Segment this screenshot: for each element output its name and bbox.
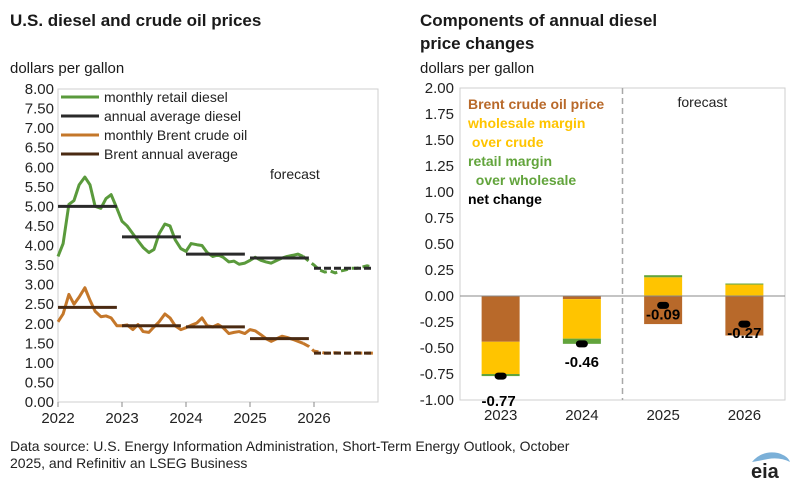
bar-segment-0	[481, 296, 520, 342]
bar-segment-0	[562, 296, 601, 300]
data-source-note: Data source: U.S. Energy Information Adm…	[10, 438, 710, 472]
bar-segment-1	[725, 284, 764, 296]
right-x-tick-label: 2024	[565, 407, 598, 424]
net-change-label: -0.09	[646, 306, 680, 323]
net-change-marker	[738, 320, 751, 328]
left-y-tick-label: 0.00	[25, 394, 54, 411]
right-y-tick-label: -0.75	[420, 366, 454, 383]
left-y-tick-label: 7.00	[25, 120, 54, 137]
right-legend-label: wholesale margin	[467, 115, 585, 131]
right-y-tick-label: -0.25	[420, 314, 454, 331]
left-legend-label: monthly Brent crude oil	[104, 127, 247, 143]
left-x-tick-label: 2026	[297, 410, 330, 427]
left-y-tick-label: 4.00	[25, 238, 54, 255]
right-y-tick-label: -0.50	[420, 340, 454, 357]
right-y-tick-label: 0.25	[425, 262, 454, 279]
left-y-tick-label: 1.00	[25, 355, 54, 372]
right-y-tick-label: 1.25	[425, 158, 454, 175]
left-plot-frame	[57, 88, 379, 403]
right-chart-title-line1: Components of annual diesel	[420, 11, 658, 30]
right-legend-label: over wholesale	[468, 172, 576, 188]
left-legend-label: annual average diesel	[104, 108, 241, 124]
left-y-tick-label: 0.50	[25, 374, 54, 391]
bar-segment-0	[644, 296, 683, 325]
right-y-tick-label: 1.50	[425, 132, 454, 149]
bar-segment-1	[562, 299, 601, 339]
left-y-tick-label: 7.50	[25, 101, 54, 118]
left-y-tick-label: 3.00	[25, 277, 54, 294]
left-legend-label: Brent annual average	[104, 146, 238, 162]
left-y-tick-label: 2.00	[25, 316, 54, 333]
right-y-tick-label: 1.00	[425, 184, 454, 201]
right-legend-label: net change	[468, 191, 542, 207]
right-y-tick-label: 1.75	[425, 106, 454, 123]
left-y-tick-label: 6.00	[25, 159, 54, 176]
net-change-marker	[575, 340, 588, 348]
right-x-tick-label: 2025	[646, 407, 679, 424]
left-y-tick-label: 2.50	[25, 296, 54, 313]
bar-segment-1	[644, 277, 683, 296]
right-y-tick-label: 0.75	[425, 210, 454, 227]
net-change-label: -0.27	[727, 325, 761, 342]
bar-segment-0	[725, 296, 764, 336]
eia-logo-text: eia	[751, 461, 780, 482]
left-x-tick-label: 2025	[233, 410, 266, 427]
left-forecast-label: forecast	[270, 166, 320, 182]
eia-logo-swoosh	[752, 452, 790, 462]
right-y-tick-label: 0.00	[425, 288, 454, 305]
left-y-tick-label: 6.50	[25, 140, 54, 157]
series-2-line-history	[56, 286, 304, 345]
right-chart-title-line2: price changes	[420, 34, 535, 53]
left-y-tick-label: 4.50	[25, 218, 54, 235]
right-chart-unit: dollars per gallon	[420, 60, 535, 77]
right-y-tick-label: 2.00	[425, 80, 454, 97]
left-chart-title: U.S. diesel and crude oil prices	[10, 11, 262, 30]
left-y-tick-label: 1.50	[25, 335, 54, 352]
left-legend-label: monthly retail diesel	[104, 89, 228, 105]
bar-segment-2	[725, 283, 764, 285]
source-line-1: Data source: U.S. Energy Information Adm…	[10, 438, 570, 454]
right-legend-label: Brent crude oil price	[468, 96, 604, 112]
bar-segment-1	[481, 341, 520, 374]
eia-logo: eia	[751, 452, 790, 482]
series-0-line-forecast	[302, 255, 374, 275]
right-y-tick-label: 0.50	[425, 236, 454, 253]
left-x-tick-label: 2023	[105, 410, 138, 427]
left-x-tick-label: 2022	[41, 410, 74, 427]
left-x-tick-label: 2024	[169, 410, 202, 427]
net-change-marker	[657, 301, 670, 309]
right-x-tick-label: 2023	[484, 407, 517, 424]
left-y-tick-label: 8.00	[25, 81, 54, 98]
bar-segment-2	[644, 275, 683, 278]
source-line-2: 2025, and Refinitiv an LSEG Business	[10, 455, 248, 471]
left-y-tick-label: 5.50	[25, 179, 54, 196]
series-0-line-history	[56, 175, 304, 266]
left-chart-unit: dollars per gallon	[10, 60, 125, 77]
right-y-tick-label: -1.00	[420, 392, 454, 409]
net-change-label: -0.46	[565, 354, 599, 371]
right-forecast-label: forecast	[678, 94, 728, 110]
net-change-marker	[494, 372, 507, 380]
net-change-label: -0.77	[482, 393, 516, 410]
right-x-tick-label: 2026	[728, 407, 761, 424]
left-y-tick-label: 5.00	[25, 198, 54, 215]
right-legend-label: over crude	[468, 134, 544, 150]
left-y-tick-label: 3.50	[25, 257, 54, 274]
right-legend-label: retail margin	[468, 153, 552, 169]
